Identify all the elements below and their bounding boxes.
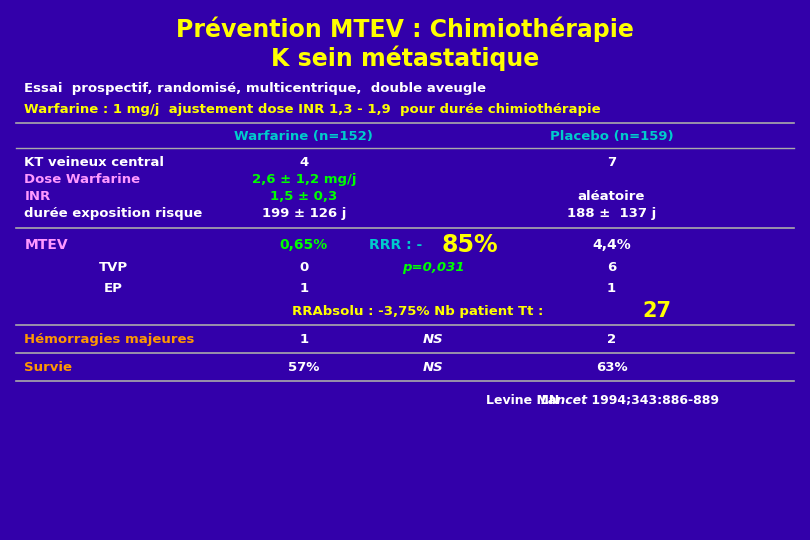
Text: K sein métastatique: K sein métastatique bbox=[271, 45, 539, 71]
Text: 85%: 85% bbox=[441, 233, 498, 256]
Text: Survie: Survie bbox=[24, 361, 72, 374]
Text: Dose Warfarine: Dose Warfarine bbox=[24, 173, 140, 186]
Text: KT veineux central: KT veineux central bbox=[24, 156, 164, 168]
Text: 57%: 57% bbox=[288, 361, 319, 374]
Text: Lancet: Lancet bbox=[541, 394, 588, 407]
Text: EP: EP bbox=[104, 282, 123, 295]
Text: RRAbsolu : -3,75% Nb patient Tt :: RRAbsolu : -3,75% Nb patient Tt : bbox=[292, 305, 548, 318]
Text: 63%: 63% bbox=[595, 361, 628, 374]
Text: 2,6 ± 1,2 mg/j: 2,6 ± 1,2 mg/j bbox=[251, 173, 356, 186]
Text: 4,4%: 4,4% bbox=[592, 238, 631, 252]
Text: 2: 2 bbox=[607, 333, 616, 346]
Text: Levine MN: Levine MN bbox=[486, 394, 564, 407]
Text: 27: 27 bbox=[642, 301, 671, 321]
Text: 188 ±  137 j: 188 ± 137 j bbox=[567, 207, 656, 220]
Text: 7: 7 bbox=[607, 156, 616, 168]
Text: aléatoire: aléatoire bbox=[578, 190, 646, 203]
Text: MTEV: MTEV bbox=[24, 238, 68, 252]
Text: TVP: TVP bbox=[99, 261, 128, 274]
Text: 4: 4 bbox=[299, 156, 309, 168]
Text: Hémorragies majeures: Hémorragies majeures bbox=[24, 333, 194, 346]
Text: INR: INR bbox=[24, 190, 50, 203]
Text: 1: 1 bbox=[299, 282, 309, 295]
Text: 6: 6 bbox=[607, 261, 616, 274]
Text: 1: 1 bbox=[299, 333, 309, 346]
Text: 199 ± 126 j: 199 ± 126 j bbox=[262, 207, 346, 220]
Text: Warfarine (n=152): Warfarine (n=152) bbox=[234, 130, 373, 143]
Text: Prévention MTEV : Chimiothérapie: Prévention MTEV : Chimiothérapie bbox=[176, 17, 634, 43]
Text: 1: 1 bbox=[607, 282, 616, 295]
Text: Essai  prospectif, randomisé, multicentrique,  double aveugle: Essai prospectif, randomisé, multicentri… bbox=[24, 82, 486, 94]
Text: 0,65%: 0,65% bbox=[279, 238, 328, 252]
Text: 1,5 ± 0,3: 1,5 ± 0,3 bbox=[270, 190, 338, 203]
Text: 0: 0 bbox=[299, 261, 309, 274]
Text: NS: NS bbox=[423, 333, 444, 346]
Text: RRR : -: RRR : - bbox=[369, 238, 422, 252]
Text: p=0,031: p=0,031 bbox=[402, 261, 465, 274]
Text: durée exposition risque: durée exposition risque bbox=[24, 207, 202, 220]
Text: Warfarine : 1 mg/j  ajustement dose INR 1,3 - 1,9  pour durée chimiothérapie: Warfarine : 1 mg/j ajustement dose INR 1… bbox=[24, 103, 601, 116]
Text: Placebo (n=159): Placebo (n=159) bbox=[550, 130, 673, 143]
Text: NS: NS bbox=[423, 361, 444, 374]
Text: 1994;343:886-889: 1994;343:886-889 bbox=[587, 394, 719, 407]
